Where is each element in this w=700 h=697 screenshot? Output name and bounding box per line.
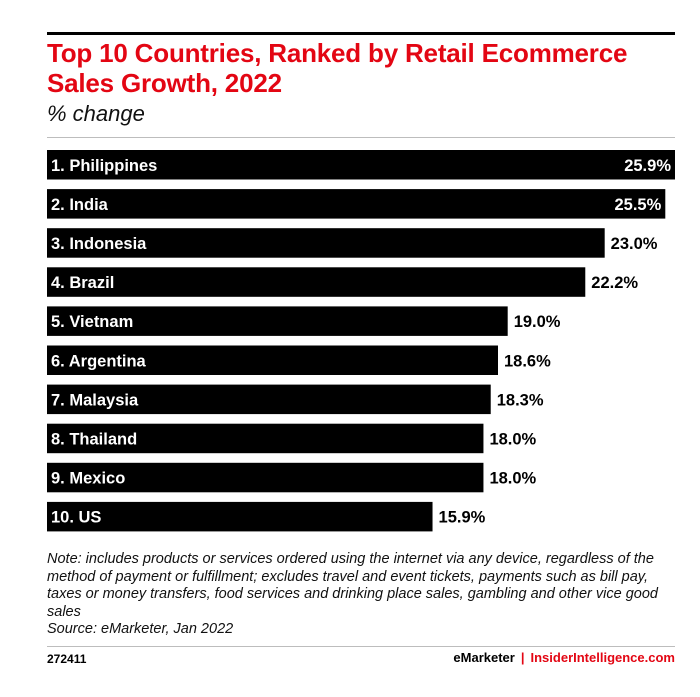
value-label-1: 25.9%: [624, 157, 671, 175]
value-label-5: 19.0%: [514, 313, 561, 331]
category-label-1: 1. Philippines: [51, 157, 157, 175]
value-label-10: 15.9%: [439, 509, 486, 527]
top-rule: [47, 32, 675, 35]
bar-10: [47, 501, 433, 532]
subtitle-divider: [47, 137, 675, 138]
brand-site-link[interactable]: InsiderIntelligence.com: [530, 650, 676, 665]
note-text: Note: includes products or services orde…: [47, 551, 658, 620]
bar-6: [47, 345, 498, 375]
footer-brand: eMarketer | InsiderIntelligence.com: [453, 650, 675, 665]
category-label-7: 7. Malaysia: [51, 391, 139, 409]
bar-chart: 1. Philippines 25.9% 2. India 25.5% 3. Indon…: [47, 150, 675, 532]
chart-title: Top 10 Countries, Ranked by Retail Ecomm…: [47, 38, 628, 98]
brand-separator: |: [520, 650, 525, 665]
chart-subtitle: % change: [47, 101, 145, 126]
bar-1: [47, 150, 675, 180]
value-label-3: 23.0%: [611, 235, 658, 253]
bar-3: [47, 228, 605, 258]
category-label-10: 10. US: [51, 509, 101, 527]
chart-id: 272411: [47, 652, 87, 666]
bar-8: [47, 423, 484, 454]
value-label-7: 18.3%: [497, 391, 544, 409]
footer-divider: [47, 646, 675, 647]
value-label-8: 18.0%: [489, 430, 536, 448]
category-label-8: 8. Thailand: [51, 430, 137, 448]
category-label-9: 9. Mexico: [51, 470, 125, 488]
bar-5: [47, 306, 508, 336]
value-label-4: 22.2%: [591, 274, 638, 292]
value-label-6: 18.6%: [504, 352, 551, 370]
category-label-2: 2. India: [51, 196, 109, 214]
category-label-3: 3. Indonesia: [51, 235, 147, 253]
bar-4: [47, 267, 586, 297]
category-label-5: 5. Vietnam: [51, 313, 133, 331]
bar-7: [47, 384, 491, 415]
source-text: Source: eMarketer, Jan 2022: [47, 621, 234, 637]
category-label-4: 4. Brazil: [51, 274, 114, 292]
value-label-9: 18.0%: [489, 470, 536, 488]
brand-name: eMarketer: [453, 650, 515, 665]
bar-9: [47, 462, 484, 493]
chart-note: Note: includes products or services orde…: [47, 551, 677, 639]
bar-2: [47, 189, 666, 219]
value-label-2: 25.5%: [615, 196, 662, 214]
category-label-6: 6. Argentina: [51, 352, 147, 370]
